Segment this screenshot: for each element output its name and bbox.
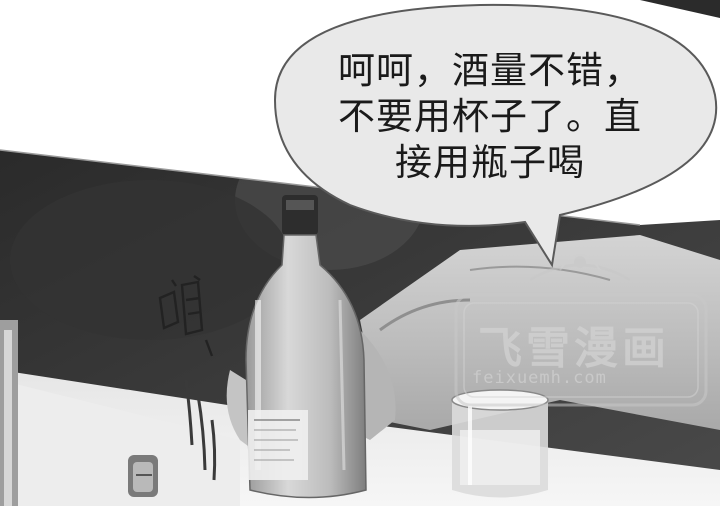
speech-line-1: 呵呵，酒量不错， [338,49,642,92]
watermark-title: 飞雪漫画 [478,323,670,374]
speech-line-2: 不要用杯子了。直 [338,95,642,138]
sound-effect-art [158,275,214,357]
bottle-cap [128,455,158,497]
speech-line-3: 接用瓶子喝 [395,141,585,184]
liquor-bottle [245,195,367,499]
speech-bubble [273,3,718,268]
watermark-url: feixuemh.com [472,368,607,388]
watermark-emblem [454,254,708,407]
motion-lines [184,379,217,481]
speech-bubble-text: 呵呵，酒量不错， 不要用杯子了。直 接用瓶子喝 [300,48,680,186]
